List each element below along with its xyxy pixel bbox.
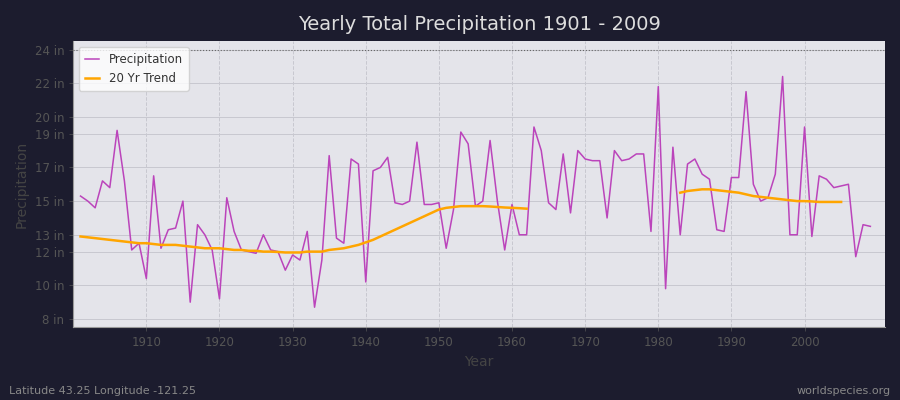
20 Yr Trend (521, 206, 532, 211)
20 Yr Trend (280, 250, 291, 255)
20 Yr Trend (353, 242, 364, 247)
Line: Precipitation: Precipitation (80, 76, 870, 307)
Legend: Precipitation, 20 Yr Trend: Precipitation, 20 Yr Trend (79, 47, 189, 91)
Y-axis label: Precipitation: Precipitation (15, 141, 29, 228)
Precipitation (75, 194, 86, 198)
Precipitation (514, 232, 525, 237)
Precipitation (346, 157, 356, 162)
20 Yr Trend (192, 245, 202, 250)
Text: worldspecies.org: worldspecies.org (796, 386, 891, 396)
Text: Latitude 43.25 Longitude -121.25: Latitude 43.25 Longitude -121.25 (9, 386, 196, 396)
20 Yr Trend (455, 204, 466, 208)
Precipitation (294, 258, 305, 262)
Title: Yearly Total Precipitation 1901 - 2009: Yearly Total Precipitation 1901 - 2009 (298, 15, 661, 34)
20 Yr Trend (477, 204, 488, 208)
Precipitation (865, 224, 876, 229)
20 Yr Trend (112, 238, 122, 243)
Precipitation (602, 216, 613, 220)
Line: 20 Yr Trend: 20 Yr Trend (80, 206, 526, 252)
Precipitation (133, 241, 144, 246)
20 Yr Trend (75, 234, 86, 239)
20 Yr Trend (163, 242, 174, 247)
Precipitation (507, 202, 517, 207)
Precipitation (310, 305, 320, 310)
X-axis label: Year: Year (464, 355, 494, 369)
Precipitation (778, 74, 788, 79)
20 Yr Trend (302, 249, 312, 254)
